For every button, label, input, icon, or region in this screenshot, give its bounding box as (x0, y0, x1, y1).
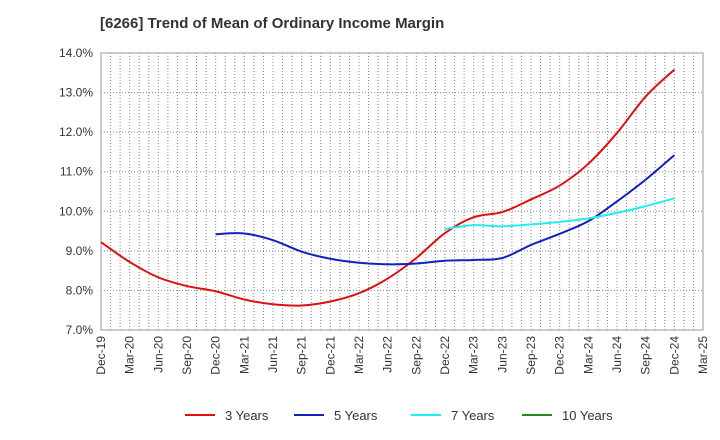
y-tick-label: 12.0% (59, 125, 93, 139)
x-tick-label: Mar-24 (581, 336, 595, 374)
x-tick-label: Dec-22 (438, 336, 452, 375)
x-tick-label: Sep-23 (524, 336, 538, 375)
x-tick-label: Sep-24 (639, 336, 653, 375)
x-tick-label: Jun-20 (151, 336, 165, 373)
series-line-3-years (100, 68, 676, 307)
chart-title: [6266] Trend of Mean of Ordinary Income … (100, 15, 445, 32)
x-tick-label: Dec-24 (667, 336, 681, 375)
x-tick-label: Dec-19 (94, 336, 108, 375)
legend-label-5-years: 5 Years (334, 408, 378, 423)
x-tick-label: Mar-25 (696, 336, 710, 374)
series-lines (100, 68, 676, 307)
x-tick-label: Mar-22 (352, 336, 366, 374)
plot-area-frame (100, 52, 704, 331)
x-tick-label: Sep-22 (409, 336, 423, 375)
x-tick-label: Mar-20 (123, 336, 137, 374)
legend-label-10-years: 10 Years (562, 408, 613, 423)
x-tick-label: Sep-20 (180, 336, 194, 375)
y-tick-label: 9.0% (66, 244, 94, 258)
x-tick-label: Dec-23 (553, 336, 567, 375)
y-tick-label: 13.0% (59, 86, 93, 100)
x-axis-tick-labels: Dec-19 Mar-20 Jun-20 Sep-20 Dec-20 Mar-21 Jun-… (94, 336, 710, 375)
series-line-7-years (444, 197, 675, 231)
x-tick-label: Jun-21 (266, 336, 280, 373)
y-tick-label: 8.0% (66, 283, 94, 297)
legend-label-7-years: 7 Years (451, 408, 495, 423)
y-tick-label: 14.0% (59, 46, 93, 60)
legend: 3 Years 5 Years 7 Years 10 Years (185, 408, 613, 423)
x-tick-label: Mar-23 (467, 336, 481, 374)
x-tick-label: Jun-22 (381, 336, 395, 373)
y-axis-tick-labels: 7.0% 8.0% 9.0% 10.0% 11.0% 12.0% 13.0% 14.0% (59, 46, 93, 337)
grid (100, 52, 704, 331)
legend-label-3-years: 3 Years (225, 408, 269, 423)
x-tick-label: Jun-23 (495, 336, 509, 373)
x-tick-label: Dec-20 (209, 336, 223, 375)
x-tick-label: Mar-21 (237, 336, 251, 374)
y-tick-label: 11.0% (60, 165, 93, 179)
x-tick-label: Sep-21 (295, 336, 309, 375)
y-tick-label: 7.0% (66, 323, 94, 337)
y-tick-label: 10.0% (59, 204, 93, 218)
x-tick-label: Dec-21 (323, 336, 337, 375)
x-tick-label: Jun-24 (610, 336, 624, 373)
